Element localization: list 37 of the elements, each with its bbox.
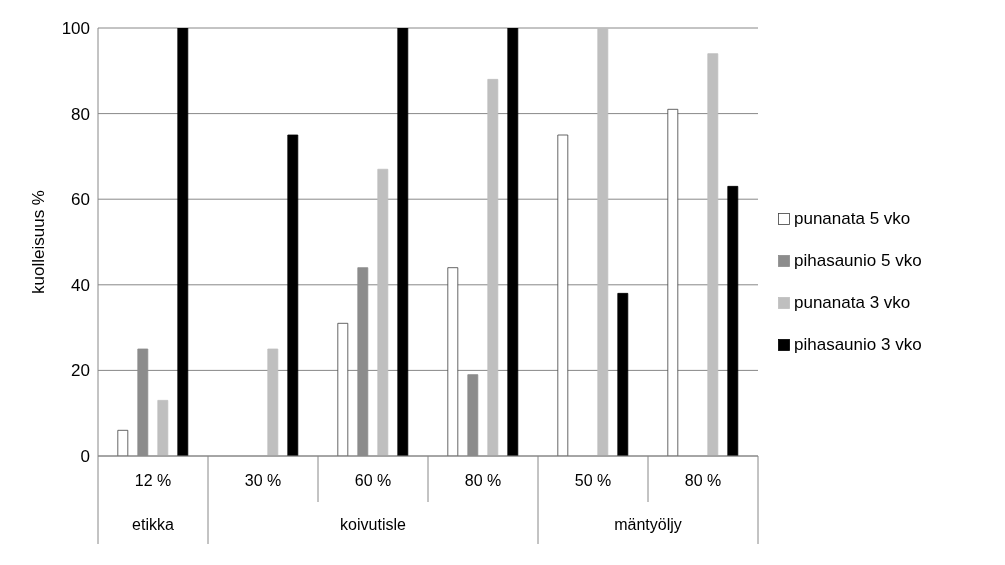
legend-label: punanata 3 vko [794,293,911,313]
bar [377,168,389,456]
legend-label: pihasaunio 3 vko [794,335,922,355]
bar [667,108,679,456]
bar [597,28,609,456]
bar [157,399,169,456]
y-tick-label: 0 [80,447,90,467]
y-tick-label: 80 [71,104,90,124]
legend-label: pihasaunio 5 vko [794,251,922,271]
bar [267,348,279,456]
y-tick-label: 60 [71,190,90,210]
text: etikka [132,516,174,533]
x-tick-label: 80 % [684,472,722,489]
bar [507,28,519,456]
legend-label: punanata 5 vko [794,209,911,229]
text: mäntyöljy [614,516,682,533]
bar [337,322,349,456]
x-tick-label: 12 % [134,472,172,489]
bar [397,28,409,456]
bar [727,185,739,456]
bar [557,134,569,456]
x-tick-label: 50 % [574,472,612,489]
bar [287,134,299,456]
bar [177,28,189,456]
x-tick-label: 80 % [464,472,502,489]
bar [617,292,629,456]
x-tick-label: 60 % [354,472,392,489]
x-tick-label: 30 % [244,472,282,489]
y-tick-label: 40 [71,275,90,295]
bar [117,429,129,456]
y-tick-label: 20 [71,361,90,381]
bar [707,53,719,456]
text: koivutisle [340,516,406,533]
bar [487,78,499,456]
y-tick-label: 100 [61,19,90,39]
bar [447,267,459,456]
y-axis-title: kuolleisuus % [29,190,49,294]
